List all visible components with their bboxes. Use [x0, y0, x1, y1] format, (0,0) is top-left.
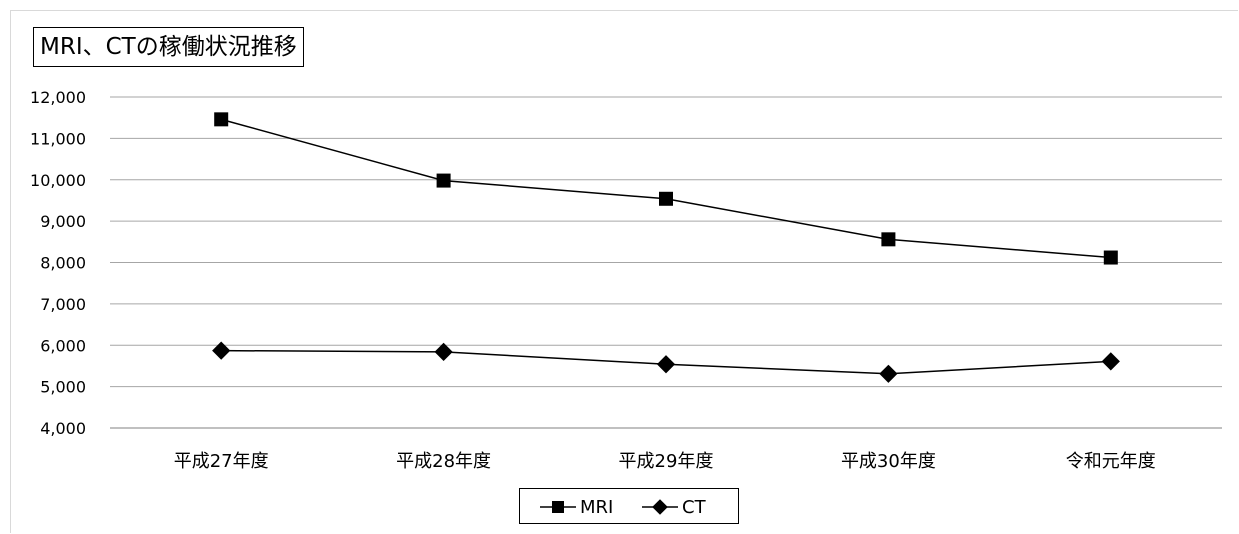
series-line-mri [221, 118, 1111, 259]
data-point-mri [659, 191, 673, 206]
x-tick-label: 令和元年度 [1066, 451, 1156, 472]
y-tick-label: 8,000 [40, 254, 86, 273]
legend-label: CT [682, 497, 707, 518]
legend-svg: MRI CT [540, 497, 707, 518]
legend-entry-ct: CT [642, 497, 707, 518]
y-tick-label: 7,000 [40, 295, 86, 314]
series-ct [212, 341, 1120, 383]
series-layer [212, 112, 1120, 383]
y-tick-label: 10,000 [30, 171, 86, 190]
series-mri [214, 112, 1118, 265]
x-tick-label: 平成29年度 [619, 451, 714, 472]
chart-frame [10, 10, 1238, 533]
y-tick-label: 5,000 [40, 378, 86, 397]
data-point-ct [212, 341, 231, 360]
x-tick-label: 平成27年度 [174, 451, 269, 472]
y-axis: 4,000 5,000 6,000 7,000 8,000 9,000 10,000 11,0… [30, 88, 86, 438]
x-tick-label: 平成28年度 [396, 451, 491, 472]
legend: MRI CT [519, 488, 739, 524]
y-tick-label: 6,000 [40, 336, 86, 355]
legend-entry-mri: MRI [540, 497, 613, 518]
data-point-ct [1101, 352, 1120, 371]
x-tick-label: 平成30年度 [841, 451, 936, 472]
gridlines [110, 96, 1222, 429]
data-point-ct [879, 364, 898, 383]
legend-marker-mri [552, 501, 564, 513]
legend-marker-ct [652, 499, 668, 515]
data-point-ct [434, 342, 453, 361]
legend-label: MRI [580, 497, 613, 518]
y-tick-label: 12,000 [30, 88, 86, 107]
y-tick-label: 9,000 [40, 212, 86, 231]
y-tick-label: 4,000 [40, 419, 86, 438]
data-point-mri [436, 173, 451, 188]
data-point-mri [214, 112, 229, 127]
data-point-ct [656, 355, 676, 374]
chart-title: MRI、CTの稼働状況推移 [33, 27, 304, 67]
data-point-mri [1103, 250, 1118, 265]
y-tick-label: 11,000 [30, 129, 86, 148]
data-point-mri [881, 232, 896, 247]
x-axis: 平成27年度 平成28年度 平成29年度 平成30年度 令和元年度 [174, 451, 1156, 472]
